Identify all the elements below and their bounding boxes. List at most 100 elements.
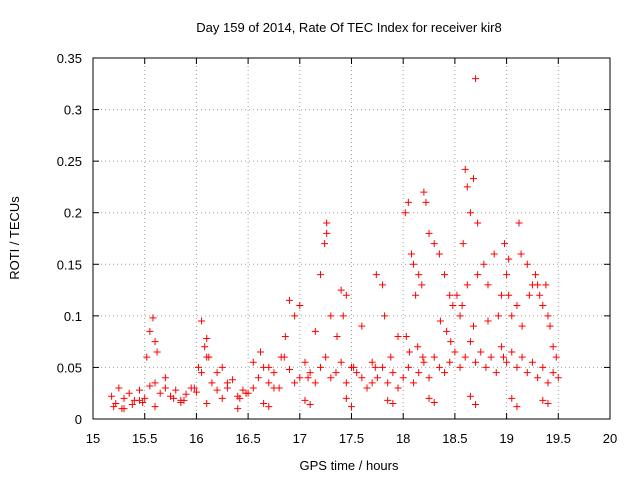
data-point [484,281,492,289]
y-tick-label: 0 [75,412,82,427]
data-point [528,358,536,366]
data-point [492,369,500,377]
data-point [513,363,521,371]
data-point [265,363,273,371]
data-point [333,332,341,340]
data-point [518,353,526,361]
data-point [198,317,206,325]
data-point [213,369,221,377]
data-point [323,229,331,237]
data-point [146,327,154,335]
data-point [321,240,329,248]
data-point [430,240,438,248]
data-point [425,374,433,382]
data-point [342,291,350,299]
data-point [466,392,474,400]
x-tick-label: 18 [396,431,410,446]
data-point [487,353,495,361]
x-tick-label: 17 [293,431,307,446]
data-point [549,343,557,351]
data-point [223,379,231,387]
data-point [281,332,289,340]
y-tick-labels: 0 0.05 0.1 0.15 0.2 0.25 0.3 0.35 [57,51,82,427]
data-point [480,260,488,268]
data-point [499,353,507,361]
data-point [466,338,474,346]
data-point [203,335,211,343]
data-point [306,401,314,409]
data-point [472,358,480,366]
data-point [508,312,516,320]
data-point [463,281,471,289]
y-tick-label: 0.3 [64,103,82,118]
data-point [190,384,198,392]
data-point [172,386,180,394]
data-point [322,353,330,361]
data-point [337,358,345,366]
data-point [151,403,159,411]
data-point [128,401,136,409]
data-point [257,348,265,356]
data-point [458,302,466,310]
data-point [254,374,262,382]
data-point [371,363,379,371]
data-point [446,358,454,366]
x-tick-labels: 15 15.5 16 16.5 17 17.5 18 18.5 19 19.5 20 [86,431,617,446]
x-axis-title: GPS time / hours [300,458,399,473]
data-point [192,388,200,396]
data-point [449,302,457,310]
data-point [358,322,366,330]
data-point [436,317,444,325]
data-point [161,384,169,392]
data-point [120,394,128,402]
data-point [301,396,309,404]
data-point [402,332,410,340]
data-point [373,374,381,382]
data-point [549,369,557,377]
x-tick-label: 16.5 [235,431,260,446]
data-point [422,198,430,206]
data-point [399,374,407,382]
data-point [327,312,335,320]
data-point [508,348,516,356]
data-point [474,219,482,227]
data-point [389,369,397,377]
data-point [265,379,273,387]
data-point [242,389,250,397]
data-points [108,75,562,413]
data-point [270,369,278,377]
data-point [441,369,449,377]
data-point [505,255,513,263]
data-point [517,250,525,258]
data-point [484,317,492,325]
data-point [518,322,526,330]
data-point [523,369,531,377]
data-point [337,286,345,294]
chart-title: Day 159 of 2014, Rate Of TEC Index for r… [196,20,501,35]
data-point [394,384,402,392]
x-tick-label: 18.5 [442,431,467,446]
data-point [542,281,550,289]
data-point [539,396,547,404]
data-point [441,271,449,279]
x-tick-label: 16 [189,431,203,446]
data-point [505,291,513,299]
x-tick-label: 19.5 [546,431,571,446]
data-point [323,219,331,227]
data-point [503,271,511,279]
data-point [466,209,474,217]
data-point [249,384,257,392]
data-point [525,291,533,299]
data-point [472,401,480,409]
data-point [494,312,502,320]
y-axis-title: ROTI / TECUs [7,196,22,280]
data-point [404,198,412,206]
data-point [534,281,542,289]
data-point [482,363,490,371]
data-point [342,394,350,402]
data-point [108,392,116,400]
data-point [456,312,464,320]
data-point [236,394,244,402]
